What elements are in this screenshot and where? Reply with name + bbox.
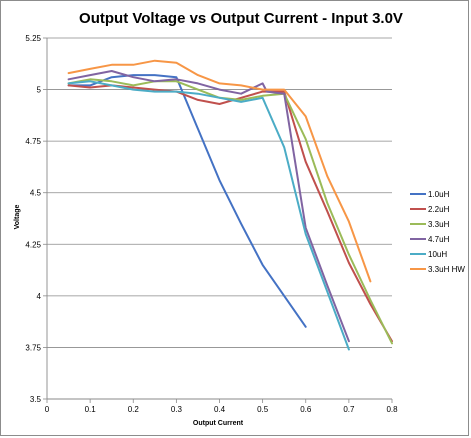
gridlines <box>47 37 392 348</box>
series-line-2-2uh <box>67 84 393 343</box>
legend-label: 3.3uH <box>428 220 450 229</box>
series-line-3-3uh-hw <box>67 59 372 283</box>
x-tick-label: 0.1 <box>85 405 97 414</box>
x-tick-label: 0.7 <box>343 405 355 414</box>
x-axis-title: Output Current <box>193 420 244 427</box>
y-axis-title: Voltage <box>14 205 21 230</box>
x-tick-label: 0.3 <box>171 405 183 414</box>
y-tick-label: 5 <box>37 86 42 95</box>
series-line-4-7uh <box>67 70 350 343</box>
series-line-10uh <box>67 80 350 351</box>
legend-label: 3.3uH HW <box>428 265 465 274</box>
chart-title: Output Voltage vs Output Current - Input… <box>79 10 403 27</box>
legend-label: 1.0uH <box>428 190 450 199</box>
x-tick-label: 0.2 <box>128 405 140 414</box>
x-tick-label: 0.6 <box>300 405 312 414</box>
y-tick-label: 4.75 <box>25 137 41 146</box>
legend-label: 10uH <box>428 250 447 259</box>
x-tick-label: 0.4 <box>214 405 226 414</box>
legend: 1.0uH 2.2uH 3.3uH 4.7uH 10uH 3.3uH HW <box>410 190 465 274</box>
y-tick-label: 3.75 <box>25 343 41 352</box>
series-lines <box>67 59 393 351</box>
x-tick-label: 0.8 <box>386 405 398 414</box>
series-line-1-0uh <box>67 74 307 328</box>
legend-label: 4.7uH <box>428 235 450 244</box>
x-tick-label: 0 <box>45 405 50 414</box>
tick-labels: 3.5 3.75 4 4.25 4.5 4.75 5 5.25 0 0.1 0.2 0.3 0.4 0.5… <box>25 34 398 414</box>
y-tick-label: 3.5 <box>30 395 42 404</box>
y-tick-label: 4.25 <box>25 240 41 249</box>
y-tick-label: 5.25 <box>25 34 41 43</box>
y-tick-label: 4 <box>37 292 42 301</box>
x-tick-label: 0.5 <box>257 405 269 414</box>
axes <box>43 37 393 403</box>
y-tick-label: 4.5 <box>30 189 42 198</box>
legend-label: 2.2uH <box>428 205 450 214</box>
